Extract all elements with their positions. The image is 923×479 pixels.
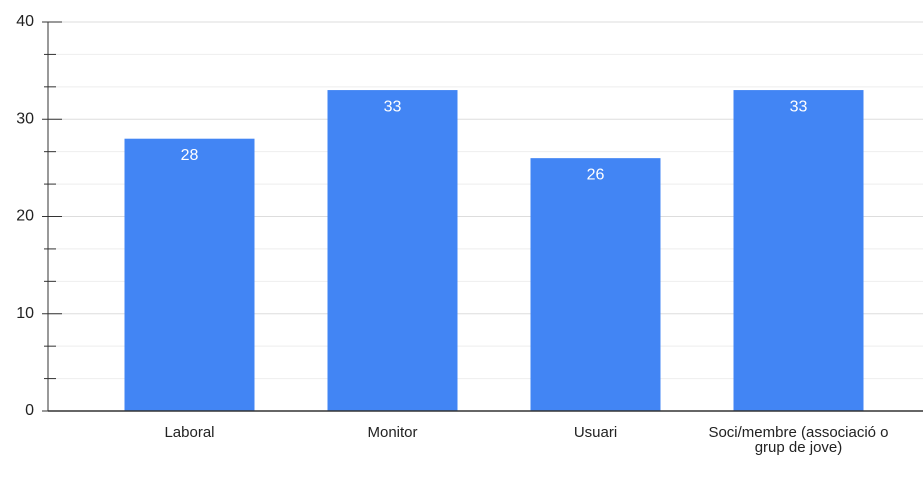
- y-tick-label: 0: [25, 402, 34, 419]
- x-tick-label: Usuari: [573, 424, 618, 441]
- value-label: 28: [181, 147, 199, 164]
- y-tick-label: 40: [16, 13, 34, 30]
- value-label: 33: [790, 98, 808, 115]
- bar: [124, 138, 255, 411]
- bar: [530, 158, 661, 411]
- x-tick-label: Monitor: [367, 424, 418, 441]
- value-label: 33: [384, 98, 402, 115]
- y-tick-label: 10: [16, 305, 34, 322]
- x-tick-label: Soci/membre (associació o grup de jove): [708, 424, 889, 456]
- value-label: 26: [587, 166, 605, 183]
- bar: [327, 90, 458, 411]
- y-tick-label: 20: [16, 208, 34, 225]
- bar: [733, 90, 864, 411]
- y-tick-label: 30: [16, 110, 34, 127]
- x-tick-label: Laboral: [164, 424, 215, 441]
